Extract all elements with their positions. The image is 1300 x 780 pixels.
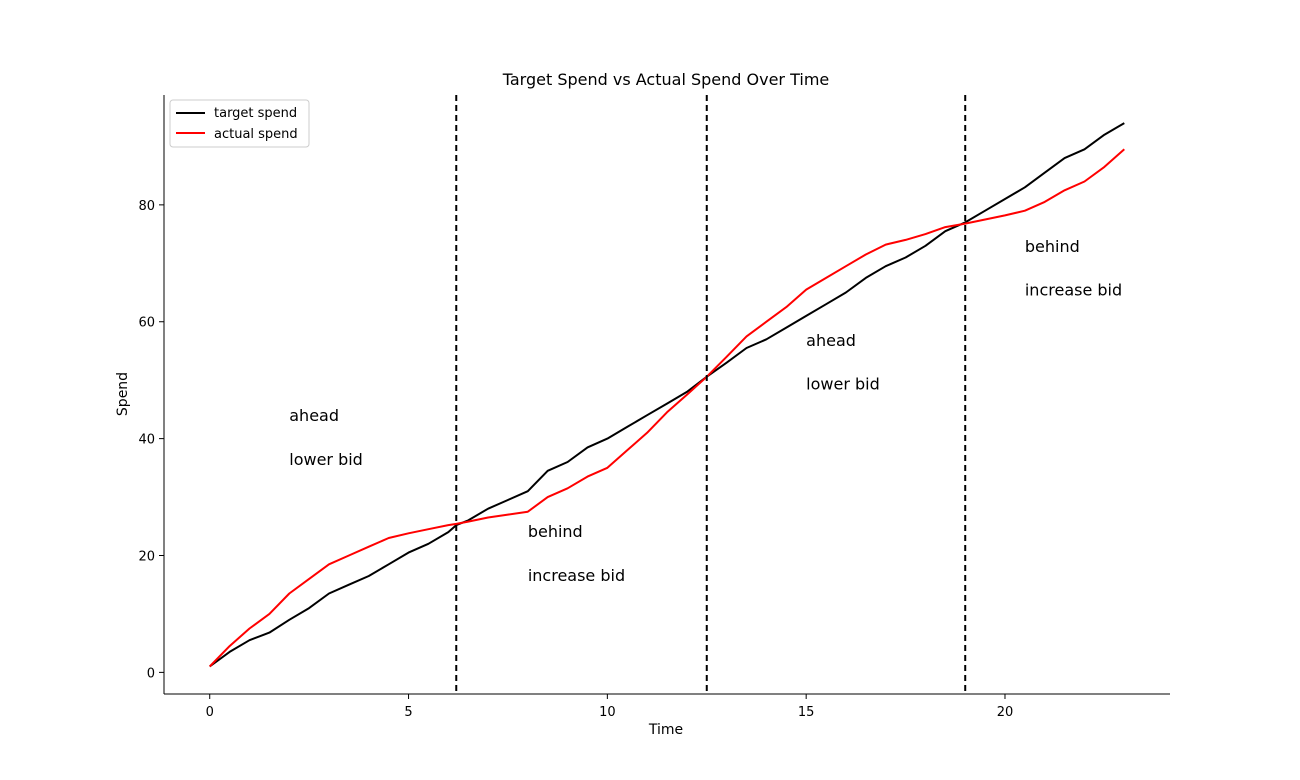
annotation-behind-7: behind: [1025, 237, 1080, 256]
legend-frame: [169, 99, 310, 148]
x-tick-label-10: 10: [599, 705, 616, 720]
y-axis-title: Spend: [115, 372, 131, 416]
series-layer: [208, 122, 1125, 668]
series-line-target-spend: [209, 122, 1125, 668]
chart-title: Target Spend vs Actual Spend Over Time: [502, 70, 830, 89]
legend-label-target-spend: target spend: [214, 106, 297, 121]
legend-label-actual-spend: actual spend: [214, 127, 298, 142]
x-tick-label-0: 0: [206, 705, 214, 720]
y-tick-label-80: 80: [138, 199, 155, 214]
y-ticks: 0 20 40 60 80: [138, 199, 164, 681]
annotation-lower-bid-2: lower bid: [289, 450, 363, 469]
y-tick-label-0: 0: [147, 666, 155, 681]
annotation-ahead-5: ahead: [806, 331, 856, 350]
x-tick-label-15: 15: [798, 705, 815, 720]
y-tick-label-40: 40: [138, 433, 155, 448]
series-line-actual-spend: [208, 148, 1125, 668]
x-axis-title: Time: [648, 722, 683, 738]
annotation-behind-3: behind: [528, 522, 583, 541]
annotation-lower-bid-6: lower bid: [806, 375, 880, 394]
y-tick-label-20: 20: [138, 549, 155, 564]
x-ticks: 0 5 10 15 20: [206, 694, 1014, 720]
annotation-layer: ahead lower bid behind increase bid ahead low…: [289, 237, 1122, 585]
y-tick-label-60: 60: [138, 316, 155, 331]
x-tick-label-20: 20: [997, 705, 1014, 720]
legend: target spend actual spend: [169, 99, 310, 148]
annotation-increase-bid-8: increase bid: [1025, 281, 1122, 300]
vline-layer: [455, 95, 967, 694]
annotation-ahead-1: ahead: [289, 406, 339, 425]
x-tick-label-5: 5: [404, 705, 412, 720]
annotation-increase-bid-4: increase bid: [528, 566, 625, 585]
